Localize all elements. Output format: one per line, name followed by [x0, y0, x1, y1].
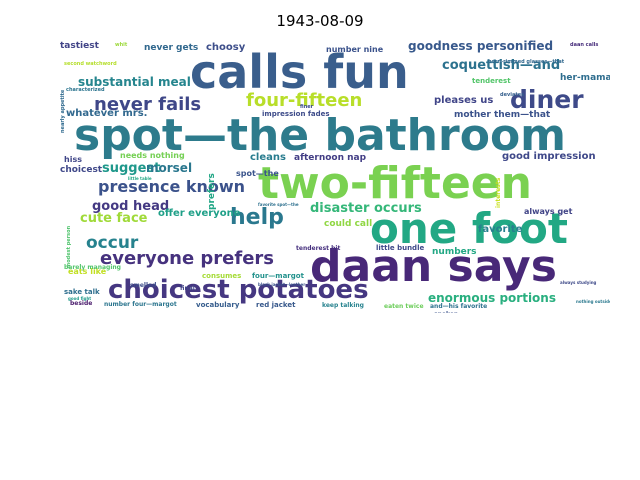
cloud-word: final	[180, 285, 195, 292]
cloud-word: little table	[128, 176, 152, 181]
cloud-word: number four—margot	[104, 301, 177, 308]
cloud-word: choicest potatoes	[108, 275, 369, 305]
cloud-word: finer	[300, 104, 314, 110]
cloud-word: offer everyone	[158, 208, 241, 219]
cloud-word: always studying	[560, 280, 597, 285]
cloud-word: numbers	[432, 247, 477, 257]
cloud-word: two-fifteen	[258, 158, 532, 209]
cloud-word: sake talk	[64, 288, 100, 296]
cloud-word: favorite spot—the	[258, 202, 299, 207]
cloud-word: interests	[495, 177, 502, 208]
cloud-word: everyone prefers	[100, 248, 274, 269]
cloud-word: impression fades	[262, 110, 330, 118]
cloud-word: eats like	[68, 267, 107, 276]
cloud-word: disaster occurs	[310, 201, 422, 216]
cloud-word: vocabulary	[196, 301, 240, 309]
cloud-word: four—margot	[252, 272, 305, 280]
cloud-word: little bundle	[376, 244, 424, 252]
cloud-word: never fails	[94, 94, 201, 115]
cloud-word: number nine	[326, 45, 384, 54]
cloud-word: choicest	[60, 165, 103, 175]
cloud-word: presence known	[98, 177, 245, 196]
cloud-word: four-fifteen	[246, 90, 362, 111]
cloud-word: help	[230, 205, 284, 230]
cloud-word: tenderest	[472, 77, 511, 85]
cloud-word: whit	[115, 42, 128, 48]
word-cloud-words: spot—the bathroom calls fun two-fifteen daa…	[60, 39, 610, 313]
word-cloud: spot—the bathroom calls fun two-fifteen daa…	[60, 39, 610, 313]
cloud-word: and—his favorite	[430, 303, 487, 310]
cloud-word: favorite	[478, 224, 523, 235]
cloud-word: horn-rimmed glasses—that	[488, 59, 565, 65]
cloud-word: cute face	[80, 211, 148, 226]
cloud-word: tenderest bit	[296, 245, 340, 252]
cloud-word: enormous portions	[428, 291, 556, 305]
cloud-word: eaten twice	[384, 303, 424, 310]
cloud-word: beside	[70, 300, 92, 307]
cloud-word: characterized	[66, 87, 105, 93]
cloud-word: calls fun	[190, 45, 409, 99]
cloud-word: substantial meal	[78, 75, 191, 89]
cloud-word: afternoon nap	[294, 153, 367, 163]
cloud-word: mother them—that	[454, 110, 551, 120]
cloud-word: consumes	[202, 272, 241, 280]
cloud-word: red jacket	[256, 301, 296, 309]
cloud-word: pleases us	[434, 95, 493, 106]
cloud-word: good fight	[68, 296, 91, 301]
cloud-word: spot—the bathroom	[74, 110, 566, 161]
cloud-word: daan calls	[570, 42, 598, 48]
cloud-word: cleans	[250, 152, 286, 163]
cloud-word: whatever mrs.	[66, 108, 147, 119]
cloud-word: second watchword	[64, 61, 117, 67]
cloud-word: needs nothing	[120, 151, 185, 160]
cloud-word: keep talking	[322, 302, 364, 309]
cloud-word: black jacket—leather	[258, 282, 305, 287]
cloud-word: daan says	[310, 241, 557, 292]
cloud-word: always get	[524, 207, 573, 216]
cloud-word: diner	[510, 85, 584, 114]
cloud-word: nearly appetite	[60, 89, 66, 133]
cloud-word: choosy	[206, 42, 246, 53]
cloud-word: tastiest	[60, 41, 100, 51]
cloud-word: deviates	[500, 92, 524, 98]
figure-title: 1943-08-09	[276, 12, 364, 30]
cloud-word: suggest	[102, 161, 160, 176]
cloud-word: occur	[86, 233, 139, 253]
cloud-word: good head	[92, 199, 169, 214]
cloud-word: her-mama	[560, 73, 610, 83]
cloud-word: modest person	[66, 225, 72, 268]
cloud-word: one foot	[370, 204, 568, 253]
cloud-word: nothing outside	[576, 299, 610, 304]
cloud-word: coquettish—and	[442, 58, 560, 73]
cloud-word: prefers	[207, 173, 217, 210]
cloud-word: morsel	[146, 161, 192, 175]
cloud-word: spoken	[434, 311, 458, 313]
cloud-word: smelled	[130, 282, 156, 289]
cloud-word: never gets	[144, 43, 198, 53]
cloud-word: spot—the	[236, 169, 279, 178]
cloud-word: goodness personified	[408, 39, 553, 53]
cloud-word: good impression	[502, 151, 596, 162]
cloud-word: barely managing	[64, 264, 121, 271]
cloud-word: could call	[324, 219, 372, 229]
cloud-word: hiss	[64, 155, 82, 164]
